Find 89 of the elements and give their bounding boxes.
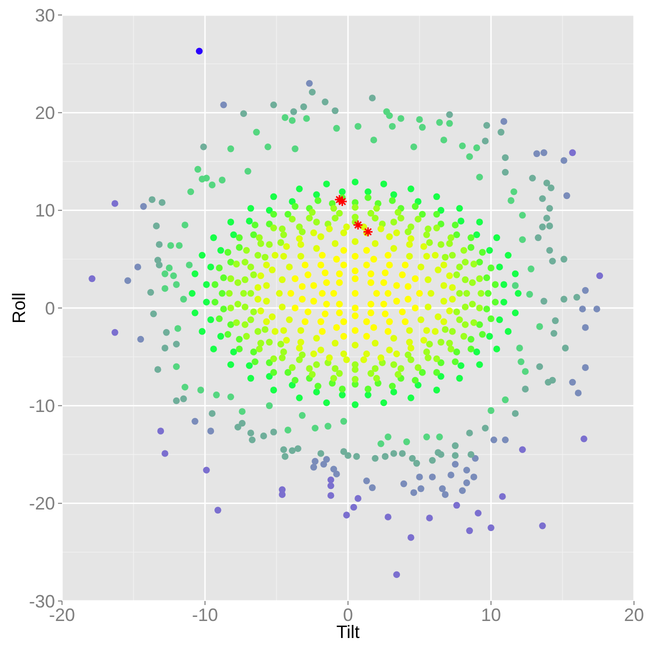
point [408,534,414,541]
y-tick-label: -20 [28,494,55,514]
y-tick-label: -10 [28,396,55,416]
point [157,428,164,434]
point [134,264,142,270]
point [330,466,338,473]
point [323,456,330,463]
y-tick-label: 0 [44,298,55,318]
y-axis-title: Roll [9,292,29,324]
point [488,524,494,532]
point [337,196,348,207]
point [162,450,168,457]
point [463,479,470,486]
point [438,485,446,492]
point [207,428,214,434]
point [472,455,479,462]
point [459,487,466,494]
point [418,485,424,492]
x-tick-label: 20 [624,604,644,625]
point [112,200,118,207]
point [502,436,509,444]
point [569,378,576,386]
point [400,480,408,488]
point [354,495,362,502]
point [333,470,340,478]
point [334,194,345,205]
point [539,522,546,530]
point [499,493,506,500]
point [214,506,222,514]
point [593,306,600,312]
point [582,364,589,371]
x-tick-label: -10 [192,604,218,625]
point [306,80,313,87]
point [452,460,459,468]
point [466,527,473,534]
point [448,472,454,478]
x-tick-label: 10 [480,604,502,625]
point [540,149,548,156]
point [343,512,350,518]
point [362,226,374,238]
point [192,418,198,425]
point [410,489,418,496]
point [519,446,526,454]
point [579,306,586,312]
y-tick-label: 20 [34,103,55,124]
point [320,460,328,468]
point [580,435,588,442]
point [582,324,589,331]
point [363,477,370,484]
point [203,466,210,474]
point [220,101,227,108]
point [582,287,589,294]
point [312,458,319,465]
point [596,272,604,280]
y-tick-label: 10 [34,200,55,221]
point [88,275,96,282]
point [574,390,582,396]
point [124,277,132,284]
point [474,510,482,516]
point [278,491,286,498]
point [310,464,318,471]
point [350,504,358,511]
y-tick-label: 30 [34,5,55,26]
point [384,514,392,520]
point [560,157,568,164]
point [569,149,576,156]
x-tick-label: 0 [342,604,354,625]
point [428,474,436,480]
point [453,502,460,509]
point [140,203,147,210]
point [112,329,118,336]
point [327,482,334,490]
point [352,220,364,230]
x-axis-title: Tilt [336,622,360,642]
point [426,514,433,522]
point [137,336,144,343]
point [196,48,203,55]
point [442,491,449,498]
point [368,484,376,492]
point [327,476,334,484]
point [490,436,498,444]
point [416,474,423,480]
point [393,571,400,578]
point [463,466,470,474]
point [500,118,508,125]
point [470,474,478,480]
point [563,192,570,200]
point [327,492,334,499]
point [533,150,540,158]
